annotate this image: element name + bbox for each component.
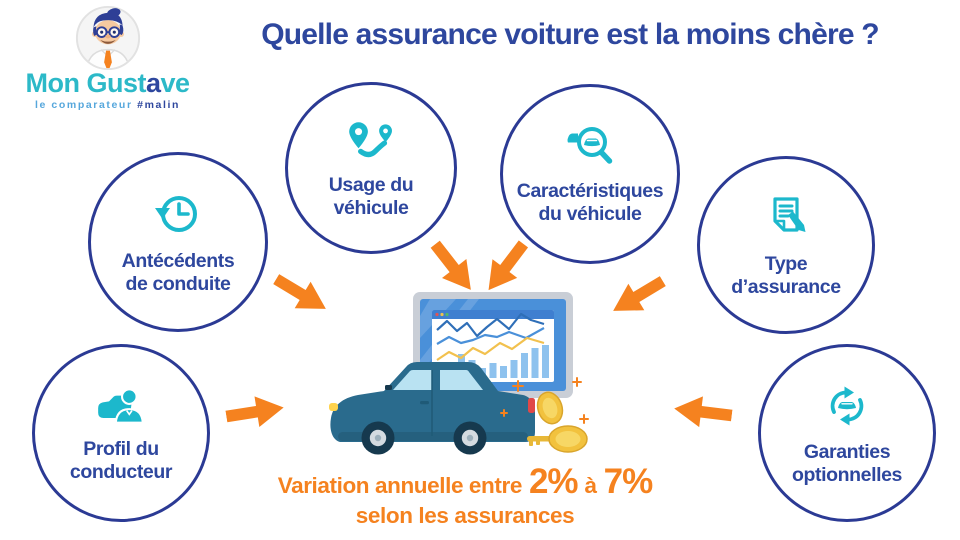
factor-label: Garanties optionnelles [791,440,903,486]
car-magnifier-icon [567,126,613,164]
factor-label: Usage du véhicule [328,173,414,219]
center-illustration [329,292,589,455]
route-pins-icon [349,121,392,157]
caption: Variation annuelle entre 2% à 7% selon l… [225,462,705,529]
caption-line2: selon les assurances [355,503,575,528]
factor-label: Antécédents de conduite [121,249,235,295]
car-graphic [329,362,535,455]
caption-prefix: Variation annuelle entre [277,473,523,498]
sparkle-icons [500,377,589,424]
arrow-from-profil-icon [224,390,287,435]
arrow-from-caracteristiques-icon [474,233,538,301]
rear-wheel [453,421,487,455]
factor-label: Caractéristiques du véhicule [516,179,664,225]
caption-low-value: 2% [528,462,579,501]
arrow-from-antecedents-icon [267,264,335,325]
factor-label: Profil du conducteur [69,437,173,483]
factor-circle-garanties: Garanties optionnelles [758,344,936,522]
car-renewal-icon [830,386,864,425]
caption-line1: Variation annuelle entre 2% à 7% [225,462,705,502]
factor-circle-antecedents: Antécédents de conduite [88,152,268,332]
driver-profile-icon [98,387,144,424]
arrow-from-garanties-icon [672,391,734,434]
front-wheel [361,421,395,455]
caption-connector: à [584,473,598,498]
arrow-from-type-assurance-icon [604,266,672,327]
brand-tagline: le comparateur #malin [34,99,181,111]
caption-high-value: 7% [603,462,654,501]
coins-graphic [536,391,588,453]
brand-logo: Mon Gustave le comparateur #malin [5,4,210,111]
factor-circle-usage: Usage du véhicule [285,82,457,254]
page-title: Quelle assurance voiture est la moins ch… [261,18,879,51]
arrow-from-usage-icon [421,233,485,301]
contract-pen-icon [773,196,806,232]
factor-label: Type d’assurance [731,252,841,298]
factor-circle-profil: Profil du conducteur [32,344,210,522]
factor-circle-type-assurance: Type d’assurance [697,156,875,334]
history-clock-icon [155,195,197,232]
gustave-mascot-icon [75,5,140,71]
brand-name: Mon Gustave [25,68,190,98]
factor-circle-caracteristiques: Caractéristiques du véhicule [500,84,680,264]
